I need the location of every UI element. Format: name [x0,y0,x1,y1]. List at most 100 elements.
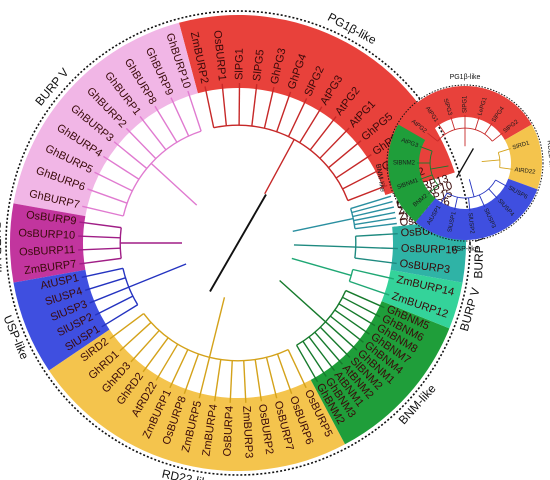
inset-branch-slbnm1 [419,174,433,180]
inset-leaf-label-atpg3: AtPG3 [400,138,419,150]
big-branch-zmburp4 [213,359,222,402]
big-root-branch [209,194,267,292]
big-branch-slrd2 [109,313,145,340]
big-clade-label-burp-v-6: BURP V [457,286,483,333]
big-branch-zmburp9 [354,217,397,226]
big-branch-atbnm1 [308,336,336,372]
big-branch-atpg3 [299,106,323,144]
big-branch-zmburp3 [243,360,247,403]
inset-clade-stem-1 [481,159,500,162]
big-clade-wedge-burp-v-6 [381,269,463,329]
big-branch-ghburp4 [103,155,140,180]
big-leaf-label-osburp11: OsBURP11 [19,244,76,258]
inset-branch-slusp4 [488,188,498,199]
inset-branch-slusp3 [478,194,486,207]
big-branch-slpg5 [251,84,258,127]
big-branch-ghburp7 [82,205,124,217]
big-branch-osburp12 [355,232,398,237]
inset-leaf-label-slusp2: SlUSP2 [467,212,475,234]
big-clade-stem-8 [292,217,354,233]
big-clade-stem-3 [128,263,187,288]
big-branch-ghbnm7 [334,309,370,335]
big-branch-slusp1 [101,304,139,328]
big-branch-zmburp2 [204,86,215,128]
inset-leaf-label-slpg3: SlPG3 [442,98,453,117]
inset-branch-slrd1 [498,148,511,153]
inset-branch-lepg1 [474,116,480,130]
inset-root-branch [455,148,475,178]
big-branch-zmburp10 [351,200,393,214]
large-circular-tree: ZmBURP2 OsBURP1 SlPG1 SlPG5 GhPG3GhPG4SlPG2A… [0,10,487,480]
inset-branch-slusp1 [454,197,458,210]
big-branch-zmburp12 [349,280,390,296]
inset-branch-slpg2 [492,132,503,142]
big-branch-osburp11 [78,247,121,251]
big-branch-slusp4 [84,277,126,291]
inset-clade-wedge-bnm-like-3 [388,124,436,222]
big-clade-wedge-rd22-like-4 [48,329,346,471]
inset-clade-wedge-usp-like-2 [415,178,538,240]
inset-clade-label-rd22-like-1: RD22-like [546,140,550,171]
big-branch-atpg2 [309,116,337,151]
inset-branch-atpg2 [427,132,438,142]
inset-branch-slusp2 [468,197,471,211]
big-clade-wedge-burp-v-1 [13,22,198,217]
big-leaf-label-osburp16: OsBURP16 [401,243,458,257]
big-branch-ghburp10 [187,90,202,132]
big-branch-osburp14 [354,222,397,230]
inset-outer-ring [386,84,544,242]
big-branch-ghburp2 [125,127,157,160]
big-branch-zmburp5 [198,357,211,399]
big-branch-slbnm2 [319,326,351,358]
big-clade-stem-6 [291,257,352,277]
big-clade-arc-1 [122,130,202,217]
big-branch-osburp5 [287,349,307,389]
big-clade-wedge-bnm-like-5 [310,301,450,445]
big-branch-ghpg5 [328,140,362,169]
inset-leaf-label-slrd1: SlRD1 [512,140,531,151]
big-clade-arc-2 [119,227,122,259]
inset-leaf-label-slusp1: SlUSP1 [447,211,458,233]
big-branch-atbnm2 [314,331,343,365]
big-branch-osburp8 [183,353,200,394]
big-branch-ghbnm2 [295,344,319,383]
inset-clade-label-usp-like-2: USP-like [451,246,478,253]
big-branch-ghbnm5 [345,289,385,309]
big-branch-ghbnm3 [302,340,327,377]
inset-branch-slusp6 [495,179,508,187]
big-leaf-label-osburp1: OsBURP1 [211,30,228,82]
big-branch-slusp2 [94,295,134,316]
big-clade-stem-1 [150,162,198,206]
big-leaf-label-osburp4: OsBURP4 [221,406,235,457]
big-branch-ghpg3 [263,86,275,129]
big-branch-ghbnm6 [342,296,381,318]
inset-clade-label-pg1-like-0: PG1β-like [450,74,481,81]
big-branch-ghrd2 [142,337,169,373]
inset-branch-bnm2 [427,185,439,195]
inset-clade-stem-2 [468,179,475,197]
big-clade-label-burp-vii-2: BURP VII [0,222,4,273]
big-branch-ghpg1 [342,168,381,190]
inset-clade-arc-2 [446,179,496,199]
inset-clade-label-bnm-like-3: BNM-like [374,163,386,192]
big-branch-ghpg4 [276,91,292,132]
big-branch-slusp3 [89,286,130,304]
big-branch-ghbnm1 [325,321,358,351]
big-clade-stem-5 [279,279,327,323]
big-clade-arc-5 [296,290,347,346]
inset-branch-slpg3 [450,116,456,130]
big-branch-osburp13 [350,195,392,210]
big-branch-osburp15 [352,206,395,218]
big-clade-wedge-pg1-like-0 [178,14,455,196]
big-branch-ghburp3 [113,141,148,170]
inset-leaf-label-lepg1: LePG1 [477,96,488,116]
big-branch-ghbnm4 [329,315,364,343]
big-clade-arc-4 [143,313,289,362]
inset-branch-atrd22 [499,167,513,170]
inset-clade-wedge-pg1-like-0 [398,85,532,140]
big-clade-stem-0 [264,139,295,195]
big-branch-atusp1 [81,267,124,279]
big-clade-arc-3 [122,268,139,306]
